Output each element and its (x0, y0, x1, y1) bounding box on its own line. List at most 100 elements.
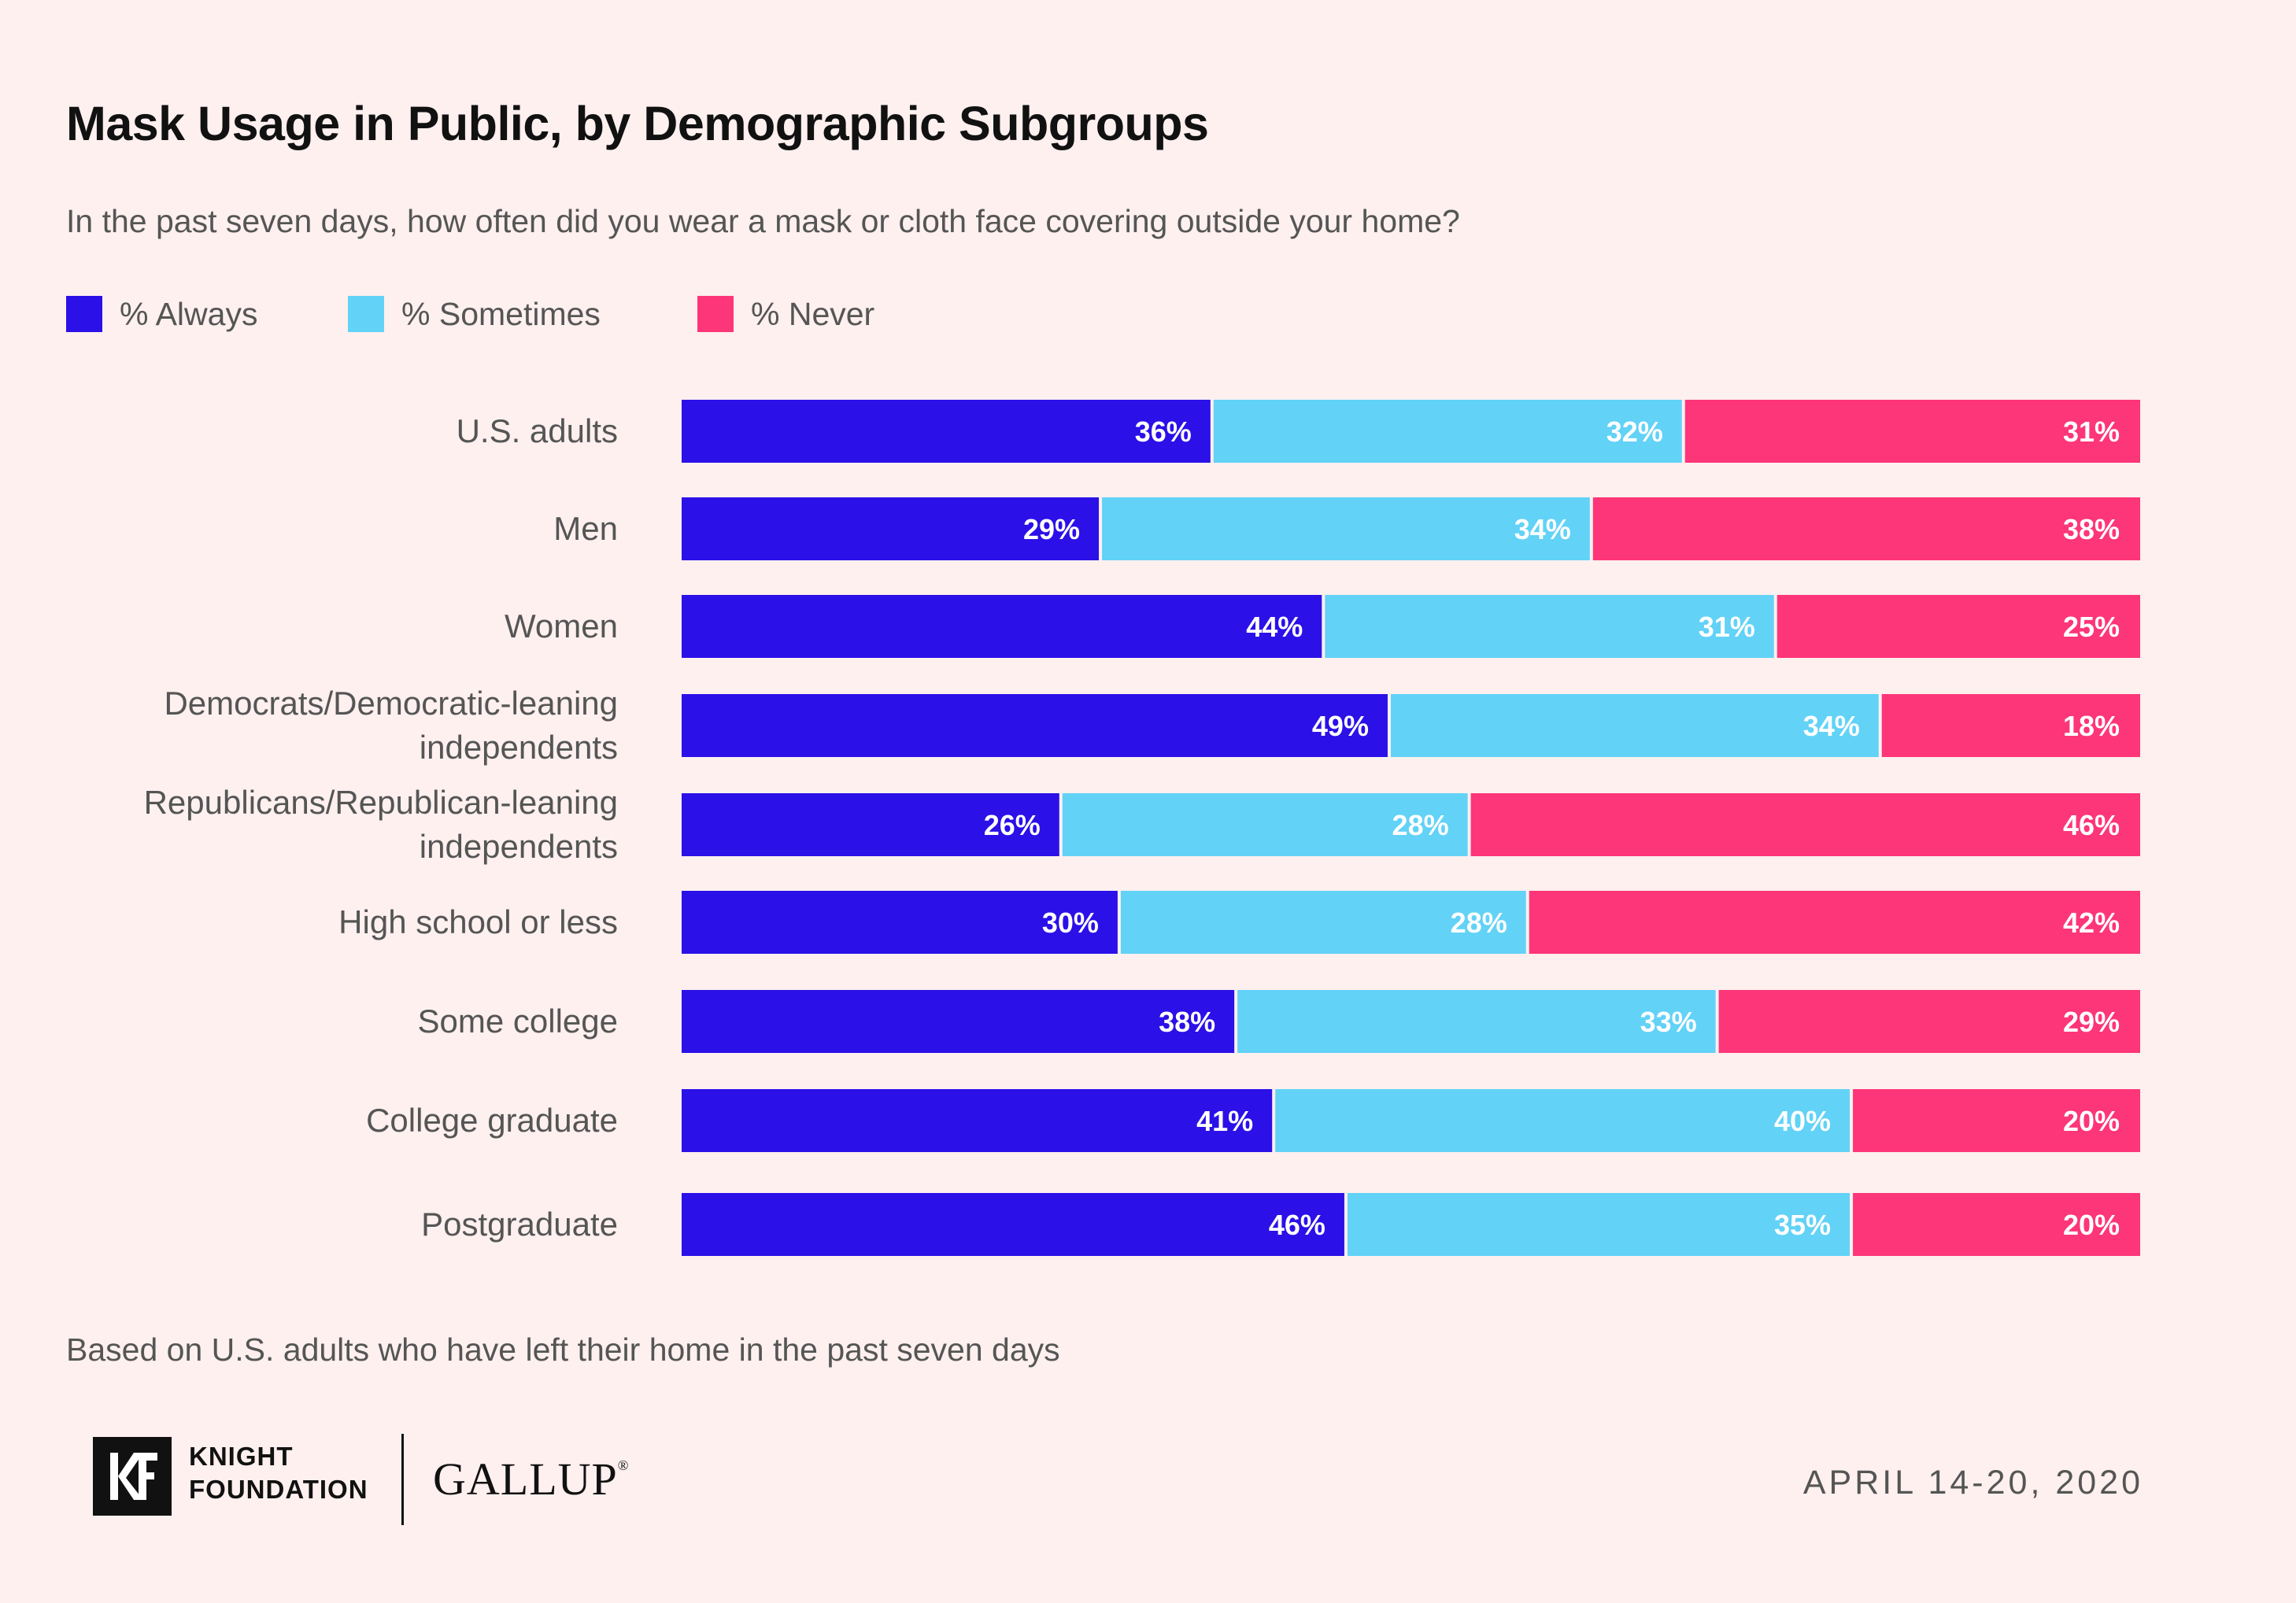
bar-always-postgraduate (682, 1193, 1346, 1256)
segment-separator (1099, 497, 1103, 560)
data-label-never-postgraduate: 20% (2063, 1209, 2120, 1241)
segment-separator (1322, 595, 1325, 658)
segment-separator (1059, 793, 1063, 856)
data-label-always-high-school-or-less: 30% (1042, 907, 1099, 939)
segment-separator (1234, 990, 1238, 1053)
bar-always-some-college (682, 990, 1237, 1053)
segment-separator (1117, 891, 1121, 954)
bar-never-women (1775, 595, 2140, 658)
category-label-republicans-republican-leaning-independents: Republicans/Republican-leaning independen… (144, 784, 618, 865)
bar-always-high-school-or-less (682, 891, 1119, 954)
category-label-u-s-adults: U.S. adults (457, 412, 618, 449)
chart-title: Mask Usage in Public, by Demographic Sub… (66, 97, 1209, 150)
bar-never-u-s-adults (1683, 400, 2140, 463)
bar-never-some-college (1717, 990, 2140, 1053)
bar-always-u-s-adults (682, 400, 1212, 463)
data-label-sometimes-college-graduate: 40% (1774, 1105, 1831, 1137)
bar-always-women (682, 595, 1324, 658)
category-label-women: Women (505, 608, 618, 645)
survey-date: APRIL 14-20, 2020 (1802, 1464, 2143, 1501)
gallup-wordmark: GALLUP (433, 1453, 618, 1505)
bar-never-men (1591, 497, 2140, 560)
category-label-postgraduate: Postgraduate (421, 1206, 618, 1243)
data-label-always-men: 29% (1023, 513, 1080, 545)
gallup-registered-mark: ® (617, 1457, 630, 1473)
knight-foundation-wordmark: KNIGHT FOUNDATION (189, 1440, 368, 1506)
category-label-democrats-democratic-leaning-independents: Democrats/Democratic-leaning independents (164, 685, 618, 766)
bar-always-republicans-republican-leaning-independents (682, 793, 1061, 856)
chart-subtitle: In the past seven days, how often did yo… (66, 203, 1460, 239)
bar-sometimes-democrats-democratic-leaning-independents (1388, 694, 1880, 757)
data-label-sometimes-women: 31% (1699, 611, 1755, 643)
knight-line1: KNIGHT (189, 1442, 294, 1471)
data-label-sometimes-u-s-adults: 32% (1606, 416, 1663, 448)
segment-separator (1467, 793, 1471, 856)
bar-always-men (682, 497, 1101, 560)
bar-never-republicans-republican-leaning-independents (1469, 793, 2140, 856)
segment-separator (1850, 1193, 1854, 1256)
category-label-men: Men (553, 510, 618, 547)
data-label-always-republicans-republican-leaning-independents: 26% (984, 809, 1041, 841)
data-label-never-some-college: 29% (2063, 1006, 2120, 1038)
legend-swatch-never (697, 296, 734, 332)
data-label-sometimes-republicans-republican-leaning-independents: 28% (1392, 809, 1449, 841)
data-label-never-republicans-republican-leaning-independents: 46% (2063, 809, 2120, 841)
kf-logo-icon (110, 1453, 157, 1500)
bar-sometimes-college-graduate (1274, 1089, 1852, 1152)
category-label-high-school-or-less: High school or less (338, 903, 618, 940)
bar-sometimes-high-school-or-less (1118, 891, 1528, 954)
segment-separator (1589, 497, 1593, 560)
data-label-sometimes-high-school-or-less: 28% (1451, 907, 1507, 939)
data-label-always-postgraduate: 46% (1269, 1209, 1325, 1241)
data-label-sometimes-postgraduate: 35% (1774, 1209, 1831, 1241)
segment-separator (1525, 891, 1529, 954)
data-label-never-democrats-democratic-leaning-independents: 18% (2063, 710, 2120, 742)
legend-label-sometimes: % Sometimes (401, 296, 601, 332)
segment-separator (1387, 694, 1391, 757)
data-label-always-women: 44% (1246, 611, 1303, 643)
data-label-always-some-college: 38% (1159, 1006, 1215, 1038)
segment-separator (1715, 990, 1719, 1053)
data-label-never-high-school-or-less: 42% (2063, 907, 2120, 939)
logo-divider (401, 1434, 404, 1525)
bar-never-democrats-democratic-leaning-independents (1880, 694, 2140, 757)
legend-label-never: % Never (751, 296, 875, 332)
segment-separator (1681, 400, 1685, 463)
segment-separator (1878, 694, 1882, 757)
segment-separator (1850, 1089, 1854, 1152)
data-label-never-college-graduate: 20% (2063, 1105, 2120, 1137)
knight-line2: FOUNDATION (189, 1475, 368, 1504)
footnote: Based on U.S. adults who have left their… (66, 1332, 1060, 1368)
legend-swatch-sometimes (348, 296, 384, 332)
data-label-sometimes-men: 34% (1514, 513, 1571, 545)
legend-label-always: % Always (120, 296, 258, 332)
gallup-logo: GALLUP® (433, 1453, 629, 1505)
data-label-always-u-s-adults: 36% (1135, 416, 1192, 448)
bar-always-democrats-democratic-leaning-independents (682, 694, 1389, 757)
data-label-sometimes-some-college: 33% (1640, 1006, 1697, 1038)
bar-sometimes-women (1323, 595, 1776, 658)
data-label-never-men: 38% (2063, 513, 2120, 545)
data-label-sometimes-democrats-democratic-leaning-independents: 34% (1803, 710, 1860, 742)
knight-foundation-logo (93, 1437, 172, 1516)
bar-never-high-school-or-less (1527, 891, 2140, 954)
bar-sometimes-men (1100, 497, 1592, 560)
bar-sometimes-postgraduate (1345, 1193, 1852, 1256)
stacked-bar-chart: 36% 32% 31% U.S. adults 29% 34% 38% Men 44% 31% 25… (144, 400, 2140, 1256)
segment-separator (1210, 400, 1214, 463)
segment-separator (1773, 595, 1777, 658)
data-label-always-democrats-democratic-leaning-independents: 49% (1312, 710, 1369, 742)
bar-never-postgraduate (1851, 1193, 2140, 1256)
bar-sometimes-republicans-republican-leaning-independents (1060, 793, 1470, 856)
data-label-always-college-graduate: 41% (1196, 1105, 1253, 1137)
data-label-never-women: 25% (2063, 611, 2120, 643)
bar-always-college-graduate (682, 1089, 1274, 1152)
bar-sometimes-u-s-adults (1211, 400, 1684, 463)
category-label-some-college: Some college (418, 1003, 618, 1040)
data-label-never-u-s-adults: 31% (2063, 416, 2120, 448)
category-label-college-graduate: College graduate (366, 1102, 618, 1139)
bar-sometimes-some-college (1236, 990, 1717, 1053)
legend-swatch-always (66, 296, 102, 332)
bar-never-college-graduate (1851, 1089, 2140, 1152)
segment-separator (1272, 1089, 1276, 1152)
